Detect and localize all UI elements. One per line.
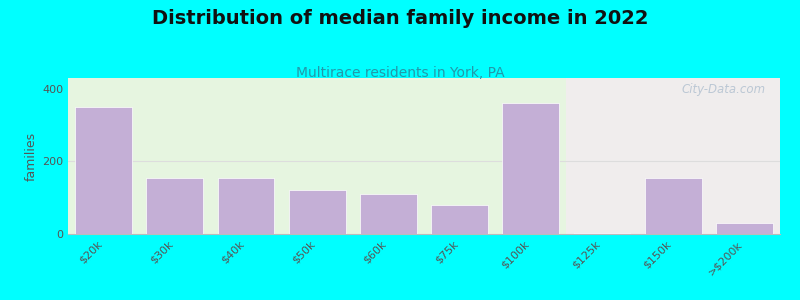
Bar	[566, 78, 800, 234]
Bar	[645, 178, 702, 234]
Text: City-Data.com: City-Data.com	[682, 83, 766, 96]
Text: Distribution of median family income in 2022: Distribution of median family income in …	[152, 9, 648, 28]
Bar	[218, 178, 274, 234]
Bar	[716, 223, 773, 234]
Bar	[75, 107, 132, 234]
Bar	[574, 233, 630, 234]
Bar	[289, 190, 346, 234]
Bar	[431, 205, 488, 234]
Bar	[146, 178, 203, 234]
Bar	[502, 103, 559, 234]
Text: Multirace residents in York, PA: Multirace residents in York, PA	[296, 66, 504, 80]
Bar	[360, 194, 417, 234]
Bar	[68, 78, 566, 234]
Y-axis label: families: families	[25, 131, 38, 181]
